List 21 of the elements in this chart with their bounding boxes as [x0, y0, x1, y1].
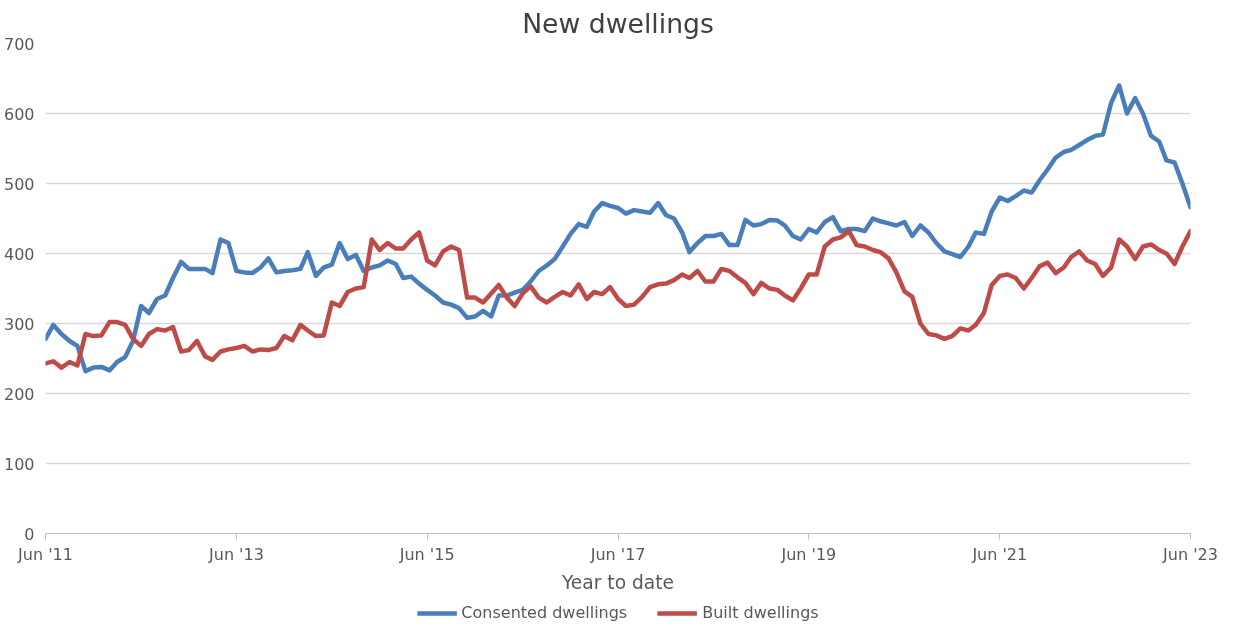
y-tick-label: 300 [3, 314, 35, 334]
x-tick-label: Jun '11 [17, 544, 73, 564]
y-tick-label: 100 [3, 454, 35, 474]
line-series [45, 228, 1191, 370]
y-tick-label: 500 [3, 174, 35, 194]
y-tick-label: 200 [3, 384, 35, 404]
y-tick-label: 0 [24, 524, 35, 544]
y-tick-label: 600 [3, 104, 35, 124]
legend-label: Built dwellings [702, 603, 819, 622]
x-tick-label: Jun '19 [780, 544, 837, 564]
legend-label: Consented dwellings [461, 603, 628, 622]
x-tick-label: Jun '13 [208, 544, 264, 564]
line-series [45, 83, 1191, 374]
x-tick-label: Jun '23 [1162, 544, 1218, 564]
x-axis-title: Year to date [560, 571, 675, 593]
y-tick-label: 700 [3, 34, 35, 54]
chart-title: New dwellings [522, 7, 714, 39]
x-tick-label: Jun '15 [398, 544, 455, 564]
x-tick-label: Jun '17 [589, 544, 646, 564]
y-tick-label: 400 [3, 244, 35, 264]
x-tick-label: Jun '21 [971, 544, 1028, 564]
